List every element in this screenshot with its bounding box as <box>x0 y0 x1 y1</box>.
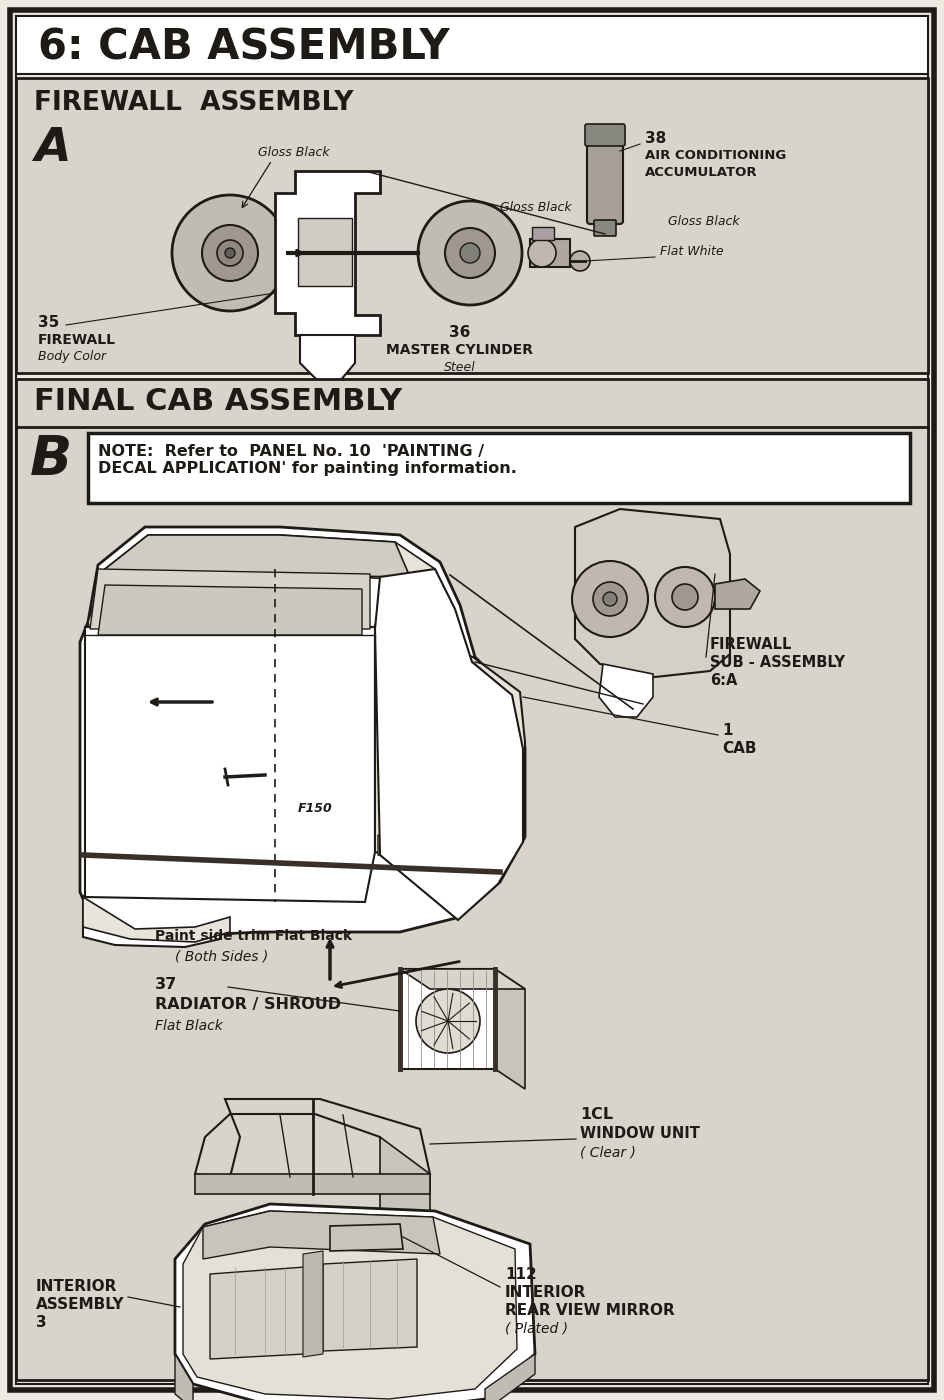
Text: 38: 38 <box>645 132 666 146</box>
Circle shape <box>603 592 617 606</box>
Circle shape <box>172 195 288 311</box>
Text: ( Both Sides ): ( Both Sides ) <box>175 949 268 963</box>
Text: RADIATOR / SHROUD: RADIATOR / SHROUD <box>155 997 341 1012</box>
Text: SUB - ASSEMBLY: SUB - ASSEMBLY <box>710 655 845 671</box>
Text: ACCUMULATOR: ACCUMULATOR <box>645 167 758 179</box>
Polygon shape <box>330 1224 403 1252</box>
Circle shape <box>460 244 480 263</box>
Polygon shape <box>203 1211 440 1259</box>
Text: FIREWALL: FIREWALL <box>710 637 792 652</box>
Text: FIREWALL: FIREWALL <box>38 333 116 347</box>
Polygon shape <box>85 627 375 902</box>
Text: 1CL: 1CL <box>580 1107 613 1121</box>
Text: ( Plated ): ( Plated ) <box>505 1322 568 1336</box>
Polygon shape <box>378 629 500 713</box>
Polygon shape <box>375 568 523 920</box>
Bar <box>532 227 554 239</box>
Circle shape <box>416 988 480 1053</box>
Polygon shape <box>715 580 760 609</box>
Bar <box>16 379 928 1380</box>
Polygon shape <box>400 969 495 1070</box>
Text: NOTE:  Refer to  PANEL No. 10  'PAINTING /
DECAL APPLICATION' for painting infor: NOTE: Refer to PANEL No. 10 'PAINTING / … <box>98 444 517 476</box>
Polygon shape <box>98 585 362 636</box>
Text: 3: 3 <box>36 1315 46 1330</box>
Polygon shape <box>195 1175 430 1194</box>
Polygon shape <box>90 568 370 629</box>
Bar <box>530 239 570 267</box>
Polygon shape <box>378 767 520 876</box>
Polygon shape <box>80 526 525 937</box>
Text: Gloss Black: Gloss Black <box>500 202 572 214</box>
Text: 1: 1 <box>722 722 733 738</box>
Text: Flat White: Flat White <box>660 245 724 258</box>
Text: AIR CONDITIONING: AIR CONDITIONING <box>645 148 786 162</box>
Circle shape <box>217 239 243 266</box>
Polygon shape <box>175 1204 535 1400</box>
Circle shape <box>572 561 648 637</box>
Text: 35: 35 <box>38 315 59 330</box>
Polygon shape <box>83 897 230 942</box>
Text: F150: F150 <box>297 802 332 815</box>
Polygon shape <box>495 969 525 1089</box>
Polygon shape <box>323 1259 417 1351</box>
Text: Gloss Black: Gloss Black <box>258 146 329 160</box>
Text: B: B <box>30 433 73 487</box>
Text: WINDOW UNIT: WINDOW UNIT <box>580 1126 700 1141</box>
Text: 37: 37 <box>155 977 177 993</box>
FancyBboxPatch shape <box>587 139 623 224</box>
Polygon shape <box>599 664 653 717</box>
Text: INTERIOR: INTERIOR <box>36 1280 117 1294</box>
Polygon shape <box>275 171 380 335</box>
Circle shape <box>445 228 495 279</box>
Polygon shape <box>83 895 220 946</box>
Polygon shape <box>88 535 466 659</box>
Text: Flat Black: Flat Black <box>155 1019 223 1033</box>
Polygon shape <box>105 535 410 605</box>
Text: 6:A: 6:A <box>710 673 737 687</box>
Circle shape <box>202 225 258 281</box>
Polygon shape <box>303 1252 323 1357</box>
Circle shape <box>672 584 698 610</box>
Text: FINAL CAB ASSEMBLY: FINAL CAB ASSEMBLY <box>34 386 402 416</box>
Text: CAB: CAB <box>722 741 756 756</box>
Text: Steel: Steel <box>444 361 476 374</box>
Text: INTERIOR: INTERIOR <box>505 1285 586 1301</box>
Text: Body Color: Body Color <box>38 350 106 363</box>
Circle shape <box>418 202 522 305</box>
Text: 112: 112 <box>505 1267 537 1282</box>
Polygon shape <box>175 1354 193 1400</box>
Bar <box>88 433 910 503</box>
Text: MASTER CYLINDER: MASTER CYLINDER <box>386 343 533 357</box>
Text: Paint side trim Flat Black: Paint side trim Flat Black <box>155 930 352 944</box>
FancyBboxPatch shape <box>594 220 616 237</box>
Polygon shape <box>210 1267 305 1359</box>
Circle shape <box>655 567 715 627</box>
Bar <box>298 218 352 286</box>
Bar <box>16 15 928 74</box>
Circle shape <box>225 248 235 258</box>
Polygon shape <box>380 1137 430 1259</box>
FancyBboxPatch shape <box>585 125 625 146</box>
Circle shape <box>593 582 627 616</box>
Text: 36: 36 <box>449 325 471 340</box>
Text: 6: CAB ASSEMBLY: 6: CAB ASSEMBLY <box>38 27 449 69</box>
Text: ASSEMBLY: ASSEMBLY <box>36 1296 125 1312</box>
Text: ( Clear ): ( Clear ) <box>580 1145 636 1159</box>
Polygon shape <box>575 510 730 678</box>
Polygon shape <box>300 335 355 381</box>
Polygon shape <box>183 1211 517 1399</box>
Polygon shape <box>400 969 525 988</box>
Polygon shape <box>375 624 525 876</box>
Text: Gloss Black: Gloss Black <box>668 216 740 228</box>
Circle shape <box>570 251 590 272</box>
Text: FIREWALL  ASSEMBLY: FIREWALL ASSEMBLY <box>34 90 353 116</box>
Polygon shape <box>385 727 450 792</box>
Text: REAR VIEW MIRROR: REAR VIEW MIRROR <box>505 1303 675 1317</box>
Circle shape <box>528 239 556 267</box>
Bar <box>16 78 928 372</box>
Text: A: A <box>34 126 71 171</box>
Polygon shape <box>195 1099 430 1177</box>
Polygon shape <box>485 1354 535 1400</box>
